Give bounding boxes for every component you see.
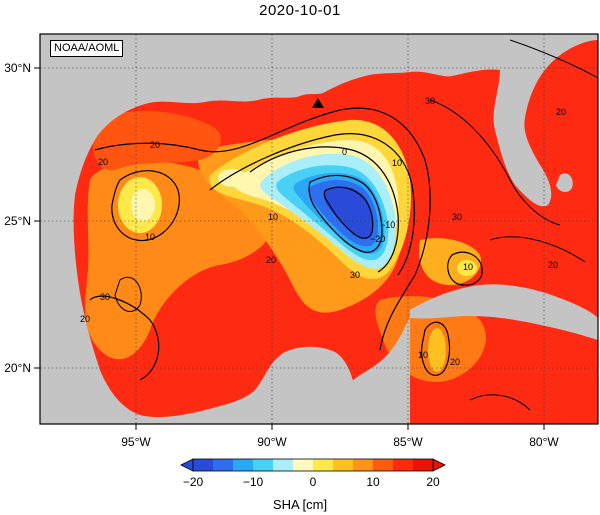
colorbar-cell bbox=[213, 459, 234, 471]
contour-label: 20 bbox=[266, 255, 276, 265]
contour-label: 10 bbox=[392, 158, 402, 168]
contour-label: 30 bbox=[100, 292, 110, 302]
contour-label: 30 bbox=[425, 96, 435, 106]
contour-label: 30 bbox=[452, 212, 462, 222]
contour-label: 10 bbox=[268, 212, 278, 222]
colorbar-cell bbox=[193, 459, 214, 471]
colorbar-cell bbox=[253, 459, 274, 471]
warm-band-nw bbox=[92, 110, 221, 171]
colorbar-tick: −10 bbox=[243, 475, 264, 489]
lat-label: 20°N bbox=[4, 361, 31, 375]
lon-label: 85°W bbox=[393, 435, 423, 449]
contour-neg20 bbox=[323, 186, 374, 239]
contour-20-east bbox=[489, 236, 586, 263]
contour-20-topright bbox=[509, 39, 598, 79]
land-bahamas bbox=[556, 173, 573, 192]
yellow-patch-east bbox=[457, 260, 477, 276]
land-north-america bbox=[40, 34, 500, 424]
colorbar-tick: −20 bbox=[183, 475, 204, 489]
contour-label: −10 bbox=[380, 220, 395, 230]
contour-0 bbox=[249, 146, 399, 273]
colorbar-tick: 0 bbox=[310, 475, 317, 489]
land-yucatan bbox=[330, 317, 410, 424]
lat-label: 25°N bbox=[4, 214, 31, 228]
contour-20-outer bbox=[94, 107, 431, 351]
colorbar-tick: 10 bbox=[366, 475, 380, 489]
yellow-patch-nw bbox=[218, 169, 246, 187]
colorbar-cell bbox=[353, 459, 374, 471]
contour-label: 30 bbox=[350, 270, 360, 280]
contour-label: 10 bbox=[145, 232, 155, 242]
contour-label: 20 bbox=[150, 140, 160, 150]
yellow-patch-west-inner bbox=[131, 189, 155, 221]
contour-label: 0 bbox=[342, 147, 347, 157]
colorbar-cell bbox=[293, 459, 314, 471]
land-cuba bbox=[410, 284, 598, 340]
lat-label: 30°N bbox=[4, 61, 31, 75]
contour-20-south bbox=[89, 295, 160, 381]
credit-label: NOAA/AOML bbox=[50, 40, 124, 57]
colorbar-tick: 20 bbox=[426, 475, 440, 489]
colorbar-cell bbox=[413, 459, 434, 471]
contour-label: 10 bbox=[463, 262, 473, 272]
contour-10-center bbox=[209, 133, 415, 276]
station-marker-icon bbox=[312, 98, 324, 108]
gridlines bbox=[40, 34, 598, 424]
colorbar-label: SHA [cm] bbox=[272, 497, 328, 512]
contour-30-east bbox=[429, 99, 561, 226]
contour-label: 20 bbox=[450, 357, 460, 367]
contour-label: 20 bbox=[80, 314, 90, 324]
colorbar-cell bbox=[393, 459, 414, 471]
colorbar-cell bbox=[373, 459, 394, 471]
contour-10-west bbox=[111, 170, 180, 242]
contour-label: 20 bbox=[556, 107, 566, 117]
contour-label: 20 bbox=[98, 157, 108, 167]
contour-10-east bbox=[447, 251, 483, 286]
contour-label: −20 bbox=[370, 234, 385, 244]
yellow-patch-south bbox=[428, 328, 446, 372]
contour-label: 20 bbox=[548, 260, 558, 270]
lon-label: 80°W bbox=[529, 435, 559, 449]
land-se-island bbox=[517, 159, 525, 167]
contour-10-south bbox=[421, 321, 451, 376]
contour-20-bottom bbox=[469, 394, 531, 411]
contour-neg10 bbox=[308, 174, 383, 253]
colorbar-cell bbox=[333, 459, 354, 471]
map-frame bbox=[39, 33, 599, 425]
contour-label: 10 bbox=[418, 350, 428, 360]
map-title: 2020-10-01 bbox=[259, 2, 341, 19]
contour-30-west bbox=[114, 277, 142, 313]
colorbar-cell bbox=[233, 459, 254, 471]
colorbar: −20 −10 0 10 20 bbox=[180, 458, 446, 489]
lon-label: 95°W bbox=[121, 435, 151, 449]
lon-label: 90°W bbox=[257, 435, 287, 449]
colorbar-cell bbox=[313, 459, 334, 471]
colorbar-cell bbox=[273, 459, 294, 471]
cold-layer-5 bbox=[323, 186, 373, 238]
